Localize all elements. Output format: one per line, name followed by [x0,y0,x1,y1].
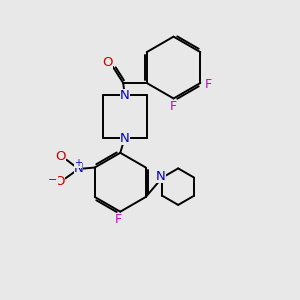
Text: N: N [74,162,83,175]
Text: O: O [56,150,66,163]
Text: O: O [102,56,113,69]
Text: O: O [54,175,65,188]
Text: F: F [115,213,122,226]
Text: F: F [170,100,177,113]
Text: −: − [48,175,58,185]
Text: N: N [156,170,166,183]
Text: F: F [205,78,212,91]
Text: N: N [120,89,130,102]
Text: N: N [120,132,130,145]
Text: +: + [74,158,82,167]
